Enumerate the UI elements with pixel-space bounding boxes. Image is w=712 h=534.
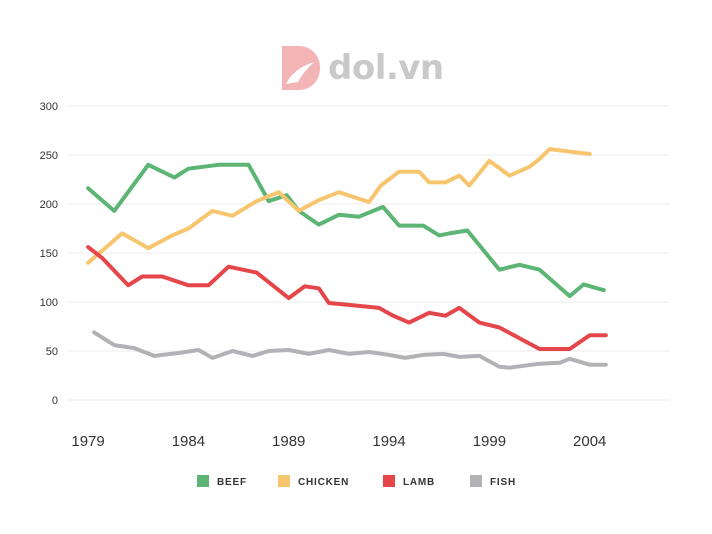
x-tick-label: 1984 — [172, 433, 205, 450]
legend-label-fish: FISH — [490, 477, 516, 488]
y-tick-label: 50 — [46, 346, 58, 358]
legend-swatch-beef — [197, 475, 209, 487]
logo-mark-icon — [282, 46, 320, 90]
legend-swatch-fish — [470, 475, 482, 487]
legend-label-chicken: CHICKEN — [298, 477, 349, 488]
x-tick-label: 2004 — [573, 433, 606, 450]
series-line-chicken — [86, 147, 592, 265]
y-tick-label: 200 — [40, 199, 58, 211]
legend-swatch-chicken — [278, 475, 290, 487]
legend-swatch-lamb — [383, 475, 395, 487]
logo-text: dol.vn — [328, 48, 444, 88]
x-tick-label: 1994 — [372, 433, 405, 450]
logo: dol.vn — [280, 44, 444, 94]
y-tick-label: 150 — [40, 248, 58, 260]
x-tick-label: 1989 — [272, 433, 305, 450]
x-tick-label: 1999 — [473, 433, 506, 450]
y-tick-label: 100 — [40, 297, 58, 309]
y-tick-label: 0 — [52, 395, 58, 407]
legend-label-lamb: LAMB — [403, 477, 435, 488]
series-line-lamb — [86, 245, 608, 351]
y-tick-label: 300 — [40, 101, 58, 113]
series-line-fish — [92, 330, 608, 370]
x-tick-label: 1979 — [71, 433, 104, 450]
series-line-beef — [86, 162, 606, 299]
y-tick-label: 250 — [40, 150, 58, 162]
legend-label-beef: BEEF — [217, 477, 247, 488]
